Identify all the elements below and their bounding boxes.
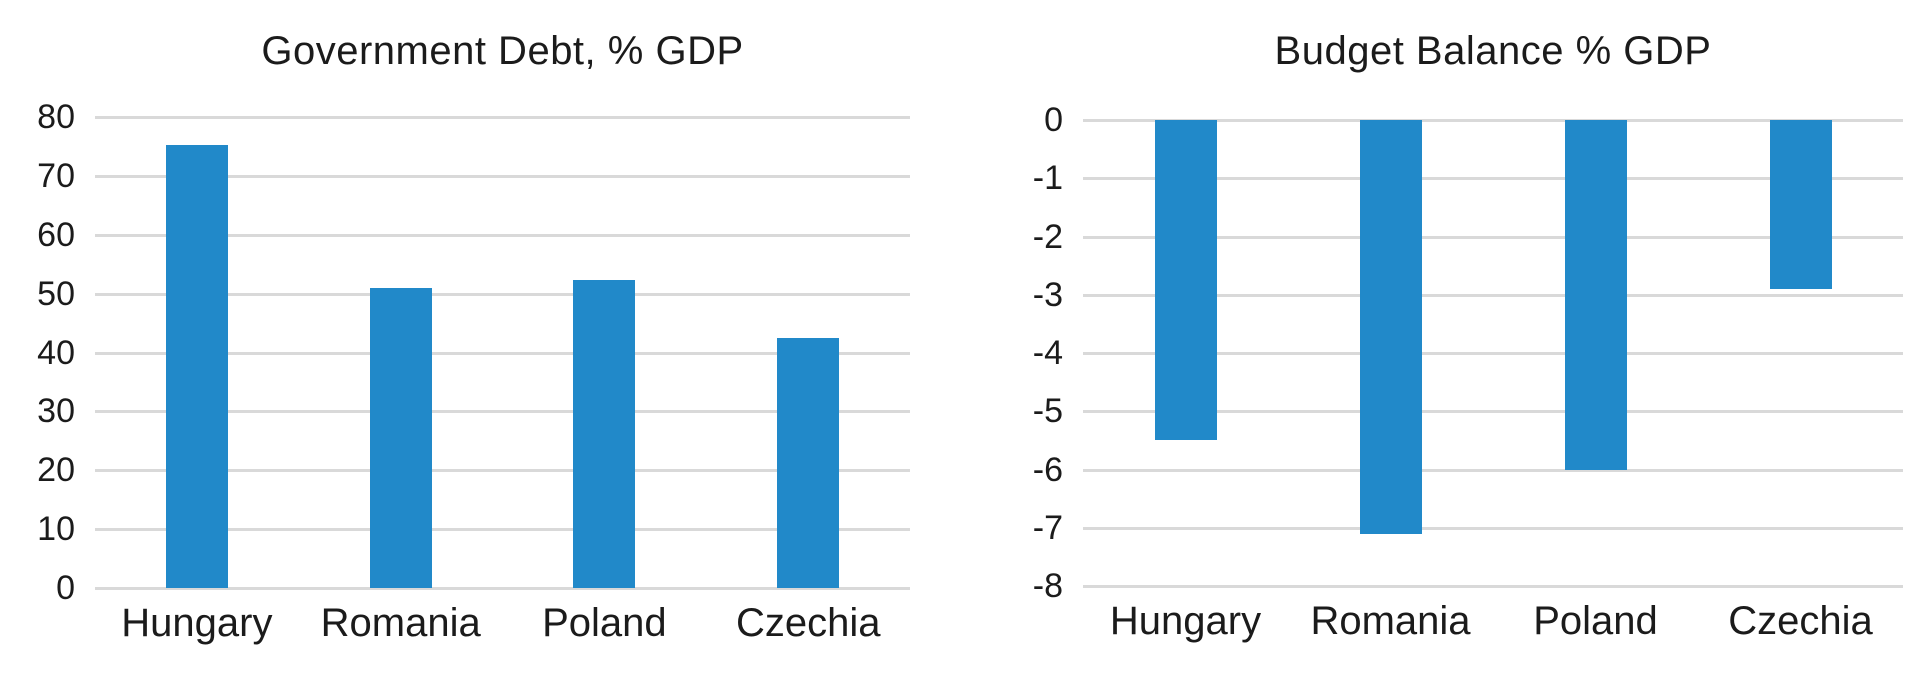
gridline [95, 469, 910, 472]
y-axis-tick-label: 20 [37, 451, 75, 489]
gridline [95, 116, 910, 119]
y-axis-tick-label: 40 [37, 334, 75, 372]
y-axis-tick-label: 80 [37, 98, 75, 136]
y-axis-tick-label: -8 [1032, 567, 1063, 605]
y-axis-tick-label: 0 [1044, 101, 1063, 139]
x-axis-category-label: Poland [1533, 599, 1658, 643]
gridline [1083, 410, 1903, 413]
bar-poland [1564, 120, 1627, 470]
x-axis-category-label: Czechia [735, 601, 881, 645]
y-axis-tick-label: 10 [37, 510, 75, 548]
gridline [1083, 236, 1903, 239]
gridline [95, 234, 910, 237]
y-axis-tick-label: 60 [37, 216, 75, 254]
bar-hungary [165, 144, 228, 588]
y-axis-tick-label: 70 [37, 157, 75, 195]
y-axis-tick-label: -7 [1032, 509, 1063, 547]
y-axis-tick-label: -6 [1032, 451, 1063, 489]
gridline [1083, 527, 1903, 530]
x-axis-category-label: Czechia [1728, 599, 1873, 643]
y-axis-tick-label: -2 [1032, 218, 1063, 256]
gridline [1083, 119, 1903, 122]
gridline [95, 175, 910, 178]
gridline [95, 293, 910, 296]
chart-title: Budget Balance % GDP [1274, 29, 1712, 73]
bar-czechia [777, 337, 840, 588]
y-axis-tick-label: -5 [1032, 392, 1063, 430]
gridline [95, 528, 910, 531]
y-axis-tick-label: 30 [37, 392, 75, 430]
chart-government-debt: Government Debt, % GDP 80 70 60 50 40 30 20 10 0… [0, 0, 956, 676]
x-axis-category-label: Hungary [1109, 599, 1262, 643]
x-axis-category-label: Poland [542, 601, 667, 645]
bar-romania [369, 287, 432, 588]
gridline [1083, 177, 1903, 180]
bar-czechia [1769, 120, 1832, 289]
bar-romania [1359, 120, 1422, 534]
y-axis-tick-label: 0 [56, 569, 75, 607]
x-axis-category-label: Hungary [121, 601, 273, 645]
chart-budget-balance: Budget Balance % GDP 0 -1 -2 -3 -4 -5 -6 -7 -8 Hu… [957, 0, 1913, 676]
gridline [95, 587, 910, 590]
y-axis-tick-label: 50 [37, 275, 75, 313]
x-axis-category-label: Romania [1310, 599, 1471, 643]
gridline [95, 352, 910, 355]
gridline [1083, 469, 1903, 472]
y-axis-tick-label: -4 [1032, 334, 1063, 372]
gridline [95, 410, 910, 413]
y-axis-tick-label: -3 [1032, 276, 1063, 314]
gridline [1083, 585, 1903, 588]
y-axis-tick-label: -1 [1032, 159, 1063, 197]
chart-title: Government Debt, % GDP [261, 29, 744, 73]
gridline [1083, 352, 1903, 355]
bar-hungary [1154, 120, 1217, 441]
gridline [1083, 294, 1903, 297]
bar-poland [573, 280, 636, 588]
x-axis-category-label: Romania [320, 601, 481, 645]
